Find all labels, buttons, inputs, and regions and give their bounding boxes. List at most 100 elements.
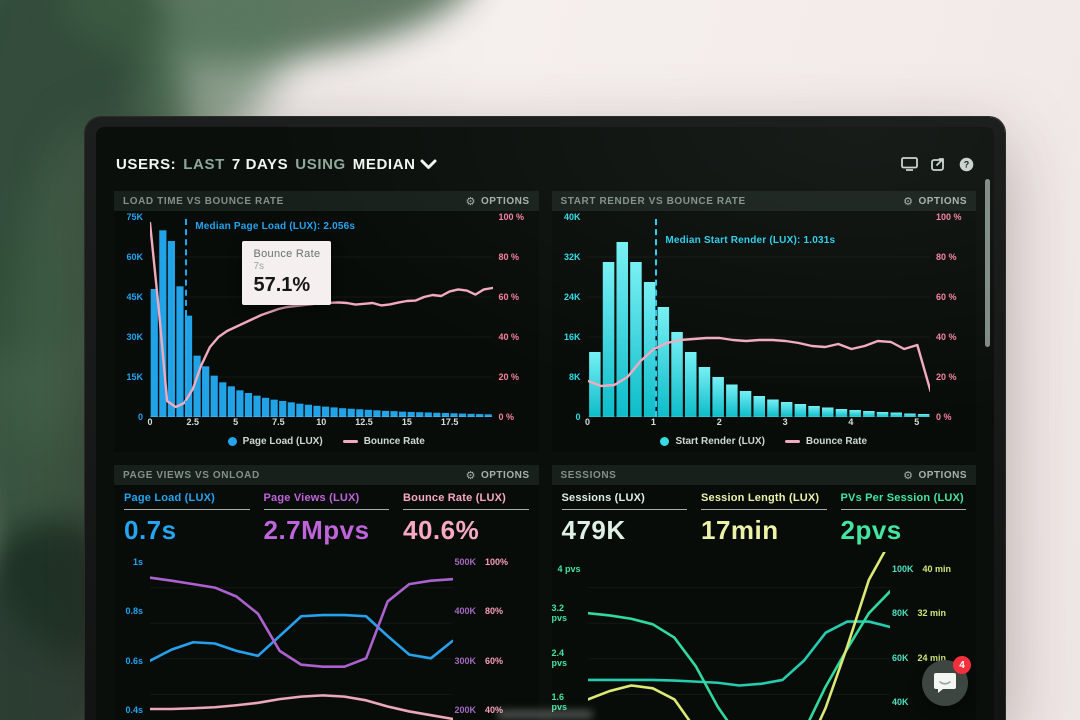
- axis-tick-label: 80 %: [936, 252, 957, 262]
- axis-tick-label: 100 %: [498, 212, 525, 222]
- stat-value: 17min: [701, 515, 779, 545]
- panel-header: SESSIONS ⚙ OPTIONS: [551, 465, 976, 485]
- options-button[interactable]: ⚙ OPTIONS: [465, 194, 530, 208]
- legend-swatch-dot: [660, 436, 670, 446]
- legend-label: Page Load (LUX): [242, 435, 323, 447]
- stat-underline: [403, 509, 529, 510]
- panel-title: START RENDER VS BOUNCE RATE: [560, 195, 746, 207]
- axis-tick-label: 0: [137, 412, 143, 422]
- axis-tick-label: 30K: [126, 332, 143, 342]
- legend-item[interactable]: Start Render (LUX): [660, 436, 765, 447]
- axis-tick-label: 0: [575, 412, 581, 422]
- axis-tick-label: 1s: [132, 556, 143, 567]
- panel-header: PAGE VIEWS VS ONLOAD ⚙ OPTIONS: [114, 465, 539, 485]
- y-axis-left: 75K 60K 45K 30K 15K 0: [114, 212, 150, 422]
- axis-tick-label: 300K: [454, 655, 477, 666]
- axis-tick-label: 45K: [126, 292, 143, 302]
- axis-tick-label: 2.4 pvs: [551, 647, 568, 668]
- y-axis-right: 500K 100% 400K 80% 300K 60% 200K 40%: [453, 552, 539, 720]
- stat-label: PVs Per Session (LUX): [840, 492, 964, 504]
- y-axis-left: 40K 32K 24K 16K 8K 0: [552, 212, 588, 422]
- x-tick-label: 3: [782, 417, 788, 427]
- axis-tick-row: 60K 24 min: [892, 653, 946, 663]
- axis-tick-label: 0 %: [498, 412, 515, 422]
- title-segment: 7 DAYS: [231, 155, 289, 173]
- y-axis-right: 100K 40 min 80K 32 min 60K 24 min 40K: [890, 552, 976, 720]
- axis-tick-label: 80 %: [498, 252, 520, 262]
- stat-block: Page Views (LUX) 2.7Mpvs: [263, 492, 389, 546]
- axis-tick-label: 32 min: [917, 608, 947, 619]
- stat-block: Sessions (LUX) 479K: [561, 492, 687, 546]
- options-button[interactable]: ⚙ OPTIONS: [465, 468, 530, 482]
- axis-tick-label: 24 min: [917, 652, 947, 663]
- gear-icon: ⚙: [903, 194, 914, 208]
- panel-start-render: START RENDER VS BOUNCE RATE ⚙ OPTIONS 4 0…: [551, 191, 977, 452]
- panel-load-time: LOAD TIME VS BOUNCE RATE ⚙ OPTIONS 75K 60…: [114, 191, 539, 452]
- laptop-logo: [497, 710, 593, 719]
- stat-underline: [701, 509, 827, 510]
- share-icon[interactable]: [931, 157, 946, 171]
- legend-item[interactable]: Page Load (LUX): [227, 435, 323, 447]
- gear-icon: ⚙: [903, 468, 914, 482]
- stat-underline: [561, 509, 687, 510]
- stat-label: Session Length (LUX): [701, 492, 820, 504]
- axis-tick-row: 80K 32 min: [892, 608, 946, 618]
- axis-tick-label: 60K: [892, 652, 909, 663]
- axis-tick-row: 300K 60%: [455, 656, 504, 666]
- axis-tick-label: 40K: [892, 697, 909, 708]
- x-tick-label: 0: [584, 417, 591, 427]
- y-axis-left: 4 pvs 3.2 pvs 2.4 pvs 1.6 pvs: [552, 552, 588, 720]
- topbar-icons: ?: [901, 157, 974, 172]
- help-icon[interactable]: ?: [959, 157, 974, 172]
- axis-tick-row: 200K 40%: [455, 705, 504, 715]
- options-button[interactable]: ⚙ OPTIONS: [903, 194, 967, 208]
- panel-grid: LOAD TIME VS BOUNCE RATE ⚙ OPTIONS 75K 60…: [114, 191, 976, 720]
- chart-legend: Page Load (LUX) Bounce Rate: [114, 430, 539, 452]
- panel-title: LOAD TIME VS BOUNCE RATE: [123, 195, 284, 207]
- axis-tick-label: 20 %: [498, 372, 520, 382]
- y-axis-left: 1s 0.8s 0.6s 0.4s: [114, 552, 150, 720]
- chart-tooltip: Bounce Rate 7s 57.1%: [242, 241, 332, 305]
- axis-tick-label: 200K: [454, 705, 477, 716]
- stat-label: Page Views (LUX): [263, 492, 360, 504]
- display-icon[interactable]: [901, 157, 918, 171]
- axis-tick-label: 4 pvs: [557, 563, 581, 574]
- chat-launcher[interactable]: 4: [922, 656, 971, 706]
- median-line: Median Start Render (LUX): 1.031s: [655, 219, 835, 417]
- axis-tick-label: 75K: [126, 212, 143, 222]
- axis-tick-label: 80%: [485, 606, 504, 617]
- title-segment: USING: [295, 155, 346, 173]
- legend-item[interactable]: Bounce Rate: [784, 436, 867, 447]
- axis-tick-label: 40%: [485, 705, 504, 716]
- x-tick-label: 0: [147, 417, 153, 427]
- chevron-down-icon[interactable]: [420, 159, 437, 170]
- axis-tick-label: 20 %: [936, 372, 957, 382]
- y-axis-right: 100 % 80 % 60 % 40 % 20 % 0 %: [930, 212, 976, 422]
- axis-tick-label: 0.6s: [125, 655, 143, 666]
- panel-header: START RENDER VS BOUNCE RATE ⚙ OPTIONS: [551, 191, 976, 211]
- x-tick-label: 5: [914, 417, 920, 427]
- axis-tick-label: 24K: [563, 292, 581, 302]
- axis-tick-label: 400K: [454, 606, 477, 617]
- legend-label: Bounce Rate: [363, 435, 425, 447]
- axis-tick-label: 32K: [563, 252, 581, 262]
- x-tick-label: 2: [716, 417, 722, 427]
- title-segment: USERS:: [116, 155, 177, 173]
- axis-tick-label: 100 %: [936, 212, 962, 222]
- chart-plot: Median Start Render (LUX): 1.031s: [588, 217, 931, 417]
- legend-item[interactable]: Bounce Rate: [342, 435, 425, 447]
- chart-legend: Start Render (LUX) Bounce Rate: [552, 430, 977, 452]
- view-selector-dropdown[interactable]: USERS: LAST 7 DAYS USING MEDIAN: [116, 156, 416, 173]
- x-tick-label: 10: [316, 417, 327, 427]
- axis-tick-label: 0.4s: [125, 705, 143, 716]
- options-button[interactable]: ⚙ OPTIONS: [903, 468, 967, 482]
- scrollbar[interactable]: [985, 179, 990, 347]
- axis-tick-label: 15K: [126, 372, 143, 382]
- stat-value: 40.6%: [403, 515, 480, 545]
- legend-swatch-line: [342, 439, 358, 443]
- x-tick-label: 4: [848, 417, 854, 427]
- stat-label: Bounce Rate (LUX): [403, 492, 507, 504]
- chart-plot: Median Page Load (LUX): 2.056s Bounce Ra…: [150, 217, 493, 417]
- chart-plot: [588, 552, 891, 720]
- title-segment: LAST: [183, 155, 225, 173]
